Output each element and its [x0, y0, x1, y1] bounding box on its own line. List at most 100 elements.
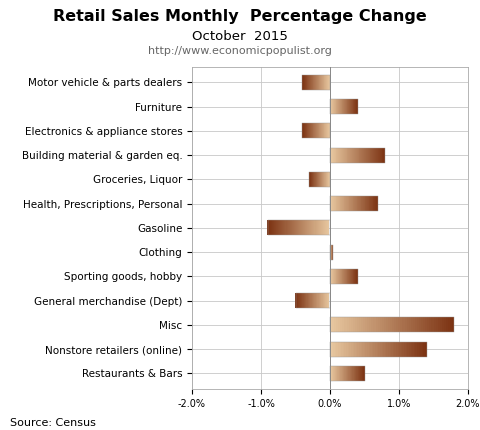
Bar: [374, 147, 375, 163]
Bar: [304, 221, 305, 235]
Bar: [273, 221, 274, 235]
Bar: [438, 317, 440, 332]
Text: Source: Census: Source: Census: [10, 418, 96, 428]
Bar: [300, 293, 301, 308]
Bar: [320, 293, 321, 308]
Bar: [345, 341, 346, 356]
Bar: [335, 147, 336, 163]
Bar: [341, 147, 342, 163]
Bar: [452, 317, 454, 332]
Bar: [332, 317, 334, 332]
Bar: [330, 317, 332, 332]
Bar: [340, 147, 341, 163]
Bar: [322, 221, 323, 235]
Bar: [276, 221, 277, 235]
Bar: [338, 341, 340, 356]
Bar: [363, 366, 364, 381]
Bar: [312, 293, 313, 308]
Bar: [323, 221, 324, 235]
Bar: [392, 317, 394, 332]
Bar: [388, 341, 390, 356]
Bar: [316, 293, 317, 308]
Bar: [344, 196, 345, 211]
Bar: [332, 196, 333, 211]
Bar: [305, 293, 306, 308]
Bar: [343, 341, 345, 356]
Bar: [407, 317, 408, 332]
Bar: [315, 293, 316, 308]
Bar: [395, 341, 396, 356]
Bar: [283, 221, 285, 235]
Bar: [343, 147, 344, 163]
Bar: [267, 221, 268, 235]
Text: October  2015: October 2015: [192, 30, 288, 43]
Bar: [355, 317, 357, 332]
Bar: [274, 221, 275, 235]
Bar: [303, 221, 304, 235]
Bar: [314, 293, 315, 308]
Bar: [409, 341, 410, 356]
Bar: [341, 341, 343, 356]
Bar: [314, 221, 315, 235]
Bar: [330, 245, 334, 260]
Bar: [422, 341, 423, 356]
Bar: [345, 196, 346, 211]
Bar: [355, 196, 356, 211]
Bar: [332, 147, 333, 163]
Bar: [348, 341, 349, 356]
Bar: [366, 147, 367, 163]
Bar: [296, 293, 330, 308]
Bar: [349, 196, 350, 211]
Bar: [359, 196, 360, 211]
Bar: [278, 221, 279, 235]
Bar: [272, 221, 273, 235]
Bar: [360, 196, 361, 211]
Bar: [365, 317, 367, 332]
Bar: [399, 341, 401, 356]
Bar: [357, 196, 358, 211]
Bar: [433, 317, 435, 332]
Bar: [372, 147, 373, 163]
Bar: [340, 317, 342, 332]
Bar: [339, 196, 340, 211]
Bar: [440, 317, 442, 332]
Bar: [330, 269, 358, 284]
Bar: [370, 341, 372, 356]
Bar: [311, 293, 312, 308]
Bar: [385, 341, 386, 356]
Bar: [380, 341, 382, 356]
Bar: [330, 317, 454, 332]
Bar: [333, 341, 335, 356]
Bar: [330, 196, 331, 211]
Bar: [371, 196, 372, 211]
Bar: [327, 293, 328, 308]
Bar: [450, 317, 452, 332]
Bar: [322, 293, 323, 308]
Bar: [318, 293, 319, 308]
Bar: [334, 366, 335, 381]
Bar: [373, 196, 374, 211]
Bar: [380, 147, 381, 163]
Bar: [371, 147, 372, 163]
Bar: [396, 317, 398, 332]
Bar: [309, 293, 310, 308]
Bar: [386, 317, 388, 332]
Bar: [369, 341, 370, 356]
Bar: [345, 366, 346, 381]
Bar: [393, 341, 395, 356]
Bar: [414, 341, 415, 356]
Bar: [286, 221, 287, 235]
Bar: [326, 221, 327, 235]
Bar: [351, 366, 352, 381]
Bar: [382, 147, 383, 163]
Bar: [350, 147, 351, 163]
Bar: [268, 221, 269, 235]
Bar: [302, 221, 303, 235]
Bar: [363, 196, 364, 211]
Bar: [338, 147, 339, 163]
Bar: [343, 196, 344, 211]
Bar: [370, 147, 371, 163]
Bar: [356, 341, 358, 356]
Bar: [369, 147, 370, 163]
Bar: [310, 293, 311, 308]
